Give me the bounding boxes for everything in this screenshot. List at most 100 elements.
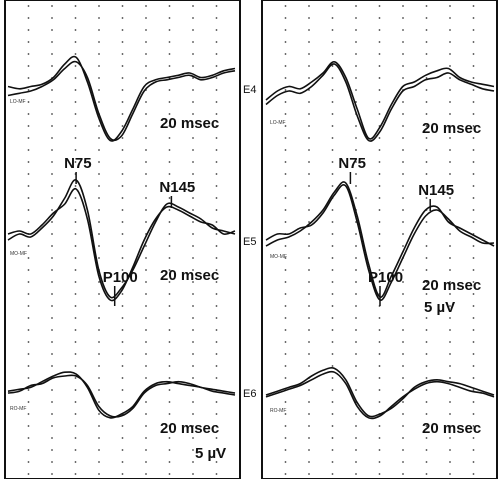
grid-dot: [331, 353, 334, 355]
grid-dot: [331, 269, 334, 271]
grid-dot: [74, 353, 77, 355]
grid-dot: [51, 449, 53, 451]
grid-dot: [331, 413, 334, 415]
grid-dot: [378, 473, 381, 475]
grid-dot: [168, 281, 171, 283]
grid-dot: [215, 353, 218, 355]
grid-dot: [168, 293, 171, 295]
grid-dot: [27, 209, 30, 211]
right-E6-trace-a: [265, 367, 495, 418]
grid-dot: [331, 101, 334, 103]
grid-dot: [192, 341, 194, 343]
grid-dot: [355, 449, 357, 451]
grid-dot: [51, 413, 53, 415]
grid-dot: [284, 77, 287, 79]
grid-dot: [168, 305, 171, 307]
grid-dot: [27, 461, 30, 463]
grid-dot: [472, 41, 475, 43]
grid-dot: [355, 245, 357, 247]
grid-dot: [331, 17, 334, 19]
grid-dot: [308, 389, 310, 391]
grid-dot: [284, 461, 287, 463]
grid-dot: [308, 365, 310, 367]
grid-dot: [425, 77, 428, 79]
grid-dot: [192, 425, 194, 427]
grid-dot: [74, 257, 77, 259]
grid-dot: [331, 425, 334, 427]
grid-dot: [331, 329, 334, 331]
grid-dot: [378, 77, 381, 79]
grid-dot: [27, 221, 30, 223]
grid-dot: [425, 185, 428, 187]
grid-dot: [472, 53, 475, 55]
grid-dot: [192, 65, 194, 67]
grid-dot: [425, 461, 428, 463]
grid-dot: [145, 353, 147, 355]
grid-dot: [215, 149, 218, 151]
grid-dot: [192, 449, 194, 451]
grid-dot: [51, 125, 53, 127]
grid-dot: [215, 401, 218, 403]
grid-dot: [472, 209, 475, 211]
grid-dot: [449, 269, 451, 271]
grid-dot: [145, 41, 147, 43]
grid-dot: [27, 425, 30, 427]
grid-dot: [355, 197, 357, 199]
grid-dot: [308, 209, 310, 211]
grid-dot: [51, 425, 53, 427]
grid-dot: [331, 5, 334, 7]
grid-dot: [308, 257, 310, 259]
grid-dot: [402, 17, 404, 19]
grid-dot: [121, 161, 124, 163]
grid-dot: [284, 137, 287, 139]
grid-dot: [308, 77, 310, 79]
grid-dot: [98, 5, 100, 7]
grid-dot: [98, 329, 100, 331]
grid-dot: [192, 221, 194, 223]
grid-dot: [145, 137, 147, 139]
grid-dot: [98, 233, 100, 235]
time-scale-label: 20 msec: [422, 420, 481, 437]
grid-dot: [145, 221, 147, 223]
grid-dot: [425, 317, 428, 319]
grid-dot: [51, 341, 53, 343]
grid-dot: [215, 65, 218, 67]
grid-dot: [402, 305, 404, 307]
grid-dot: [449, 389, 451, 391]
grid-dot: [215, 473, 218, 475]
grid-dot: [284, 473, 287, 475]
grid-dot: [145, 377, 147, 379]
grid-dot: [145, 281, 147, 283]
grid-dot: [449, 449, 451, 451]
time-scale-label: 20 msec: [160, 420, 219, 437]
grid-dot: [215, 341, 218, 343]
grid-dot: [402, 401, 404, 403]
grid-dot: [331, 389, 334, 391]
grid-dot: [145, 29, 147, 31]
grid-dot: [472, 65, 475, 67]
grid-dot: [308, 305, 310, 307]
grid-dot: [74, 149, 77, 151]
grid-dot: [308, 425, 310, 427]
grid-dot: [74, 389, 77, 391]
grid-dot: [168, 473, 171, 475]
grid-dot: [331, 473, 334, 475]
grid-dot: [425, 125, 428, 127]
grid-dot: [425, 401, 428, 403]
grid-dot: [121, 197, 124, 199]
lead-label: MO-MF: [270, 254, 287, 260]
grid-dot: [425, 197, 428, 199]
grid-dot: [168, 161, 171, 163]
grid-dot: [284, 5, 287, 7]
grid-dot: [192, 125, 194, 127]
grid-dot: [27, 305, 30, 307]
grid-dot: [27, 449, 30, 451]
grid-dot: [98, 101, 100, 103]
grid-dot: [145, 305, 147, 307]
grid-dot: [27, 341, 30, 343]
grid-dot: [331, 185, 334, 187]
grid-dot: [215, 173, 218, 175]
right-E4-trace-b: [265, 63, 495, 142]
grid-dot: [355, 413, 357, 415]
grid-dot: [215, 413, 218, 415]
